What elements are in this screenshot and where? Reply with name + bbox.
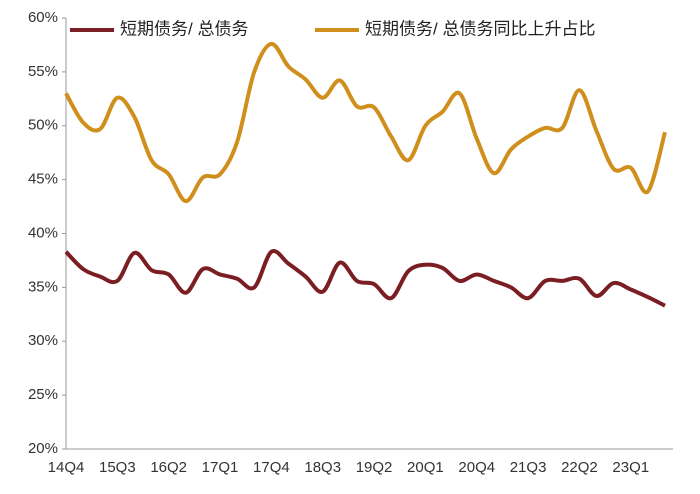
line [64, 249, 666, 308]
y-tick-label: 35% [28, 278, 58, 295]
y-tick-label: 55% [28, 63, 58, 80]
x-tick-label: 17Q1 [202, 459, 239, 476]
x-tick-label: 18Q3 [304, 459, 341, 476]
x-tick-label: 20Q1 [407, 459, 444, 476]
line [64, 41, 667, 204]
x-tick-label: 14Q4 [48, 459, 85, 476]
legend-label: 短期债务/ 总债务同比上升占比 [365, 19, 595, 38]
x-tick-label: 16Q2 [150, 459, 187, 476]
x-tick-label: 15Q3 [99, 459, 136, 476]
y-tick-label: 30% [28, 332, 58, 349]
x-tick-label: 21Q3 [510, 459, 547, 476]
x-tick-label: 17Q4 [253, 459, 290, 476]
y-tick-label: 40% [28, 224, 58, 241]
y-tick-label: 25% [28, 386, 58, 403]
y-tick-label: 50% [28, 117, 58, 134]
x-tick-label: 19Q2 [356, 459, 393, 476]
x-tick-label: 22Q2 [561, 459, 598, 476]
legend-label: 短期债务/ 总债务 [120, 19, 248, 38]
y-tick-label: 60% [28, 9, 58, 26]
x-tick-label: 20Q4 [458, 459, 495, 476]
y-tick-label: 45% [28, 171, 58, 188]
y-tick-label: 20% [28, 440, 58, 457]
x-tick-label: 23Q1 [612, 459, 649, 476]
